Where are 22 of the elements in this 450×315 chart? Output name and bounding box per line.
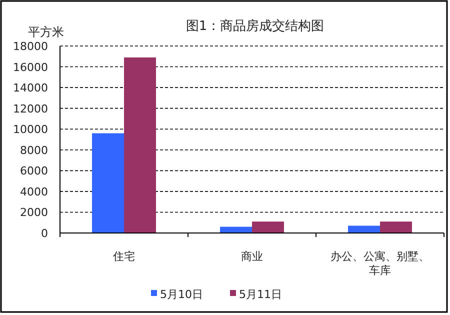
bar (124, 57, 156, 233)
y-tick-label: 8000 (20, 144, 48, 157)
y-tick-label: 14000 (13, 82, 48, 95)
bar (252, 222, 284, 233)
bar (92, 133, 124, 233)
x-tick-label: 住宅 (113, 250, 135, 263)
y-tick-label: 18000 (13, 40, 48, 53)
legend-label: 5月11日 (239, 288, 282, 301)
bar (380, 222, 412, 233)
y-tick-label: 2000 (20, 206, 48, 220)
y-tick-label: 4000 (20, 185, 48, 198)
bar (348, 226, 380, 233)
x-tick-label: 办公、公寓、别墅、车库 (330, 250, 430, 277)
y-axis-title: 平方米 (28, 25, 64, 39)
x-tick-label: 商业 (241, 250, 263, 263)
chart-title: 图1：商品房成交结构图 (186, 18, 324, 34)
legend-label: 5月10日 (160, 288, 203, 301)
y-tick-label: 10000 (13, 123, 48, 136)
y-tick-label: 0 (41, 227, 48, 240)
y-tick-label: 16000 (13, 60, 48, 74)
y-tick-label: 6000 (20, 164, 48, 178)
y-tick-label: 12000 (13, 102, 48, 116)
